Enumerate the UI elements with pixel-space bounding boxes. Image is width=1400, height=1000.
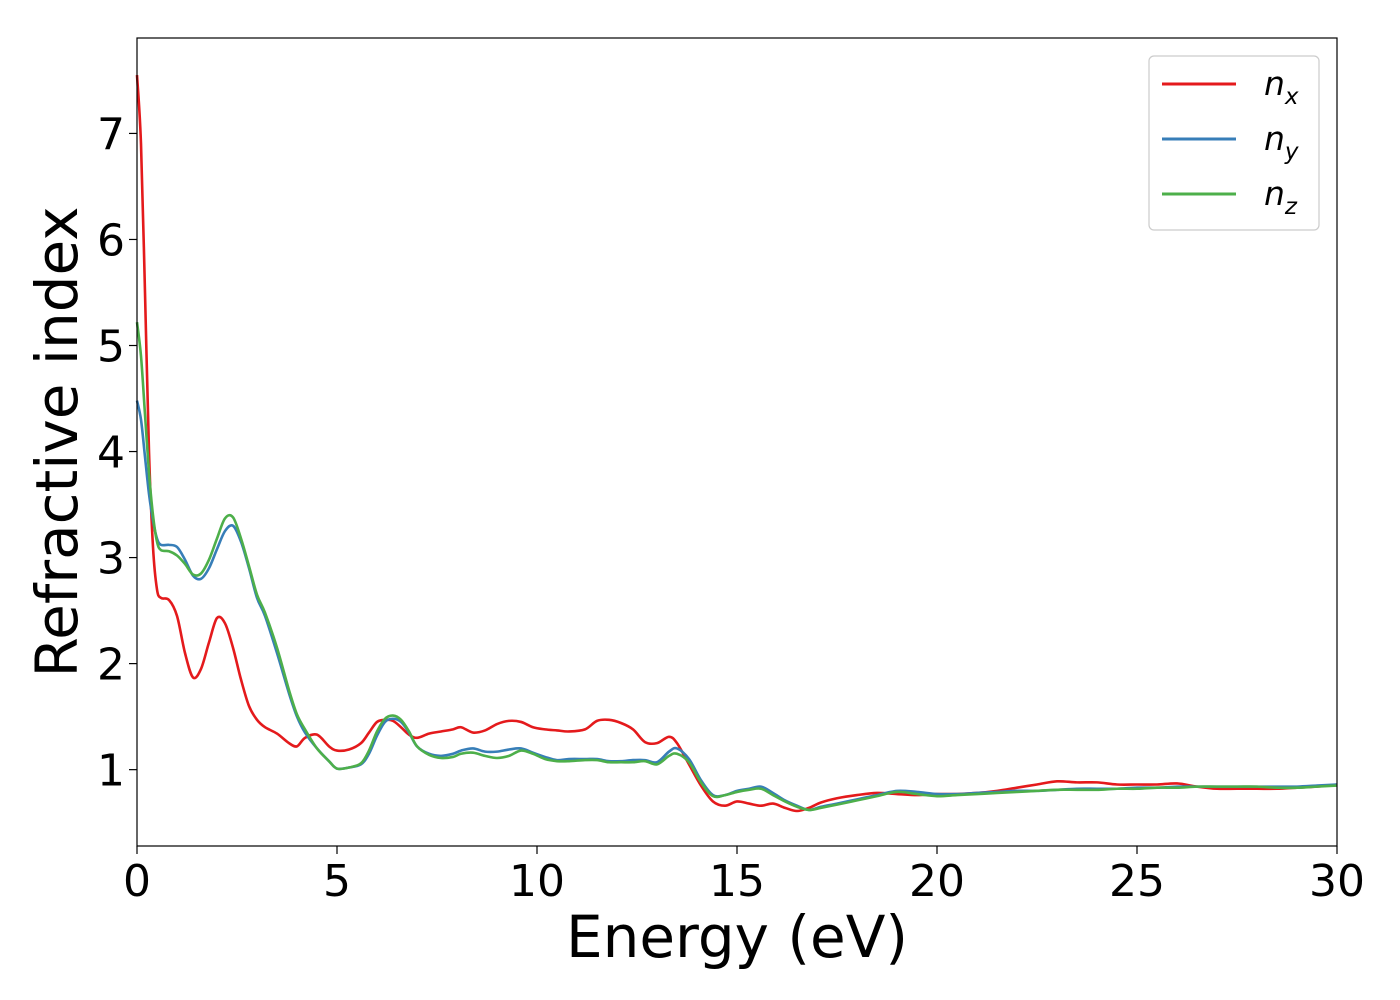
legend-label-nz: nz — [1264, 174, 1298, 220]
legend-label-ny: ny — [1264, 119, 1299, 165]
x-tick-label: 0 — [123, 856, 151, 907]
x-tick-label: 25 — [1109, 856, 1165, 907]
legend-label-nx: nx — [1264, 64, 1299, 110]
x-tick-label: 20 — [909, 856, 965, 907]
series-layer — [135, 75, 1338, 813]
y-tick-label: 4 — [97, 428, 125, 479]
y-tick-label: 3 — [97, 534, 125, 585]
y-tick-label: 2 — [97, 640, 125, 691]
x-axis: 0 5 10 15 20 25 30 — [123, 846, 1365, 907]
legend: nx ny nz — [1148, 55, 1320, 231]
x-tick-label: 30 — [1309, 856, 1365, 907]
y-tick-label: 7 — [97, 109, 125, 160]
series-line-nx — [135, 75, 1338, 813]
x-tick-label: 5 — [323, 856, 351, 907]
y-tick-label: 6 — [97, 215, 125, 266]
y-tick-label: 5 — [97, 322, 125, 373]
x-tick-label: 15 — [709, 856, 765, 907]
y-tick-label: 1 — [97, 746, 125, 797]
legend-box — [1148, 55, 1320, 231]
x-axis-title: Energy (eV) — [566, 903, 908, 971]
y-axis-title: Refractive index — [23, 206, 91, 677]
series-line-nz — [135, 322, 1338, 812]
y-axis: 1 2 3 4 5 6 7 — [97, 109, 137, 797]
x-tick-label: 10 — [509, 856, 565, 907]
